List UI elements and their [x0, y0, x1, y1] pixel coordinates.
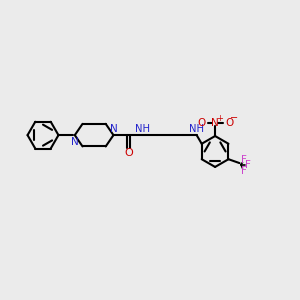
Text: F: F: [241, 155, 247, 165]
Text: O: O: [225, 118, 233, 128]
Text: N: N: [211, 118, 219, 128]
Text: −: −: [230, 113, 238, 124]
Text: NH: NH: [135, 124, 150, 134]
Text: O: O: [197, 118, 205, 128]
Text: F: F: [241, 166, 247, 176]
Text: F: F: [244, 160, 250, 170]
Text: +: +: [216, 114, 223, 123]
Text: NH: NH: [189, 124, 204, 134]
Text: O: O: [124, 148, 133, 158]
Text: N: N: [110, 124, 117, 134]
Text: N: N: [70, 137, 78, 147]
